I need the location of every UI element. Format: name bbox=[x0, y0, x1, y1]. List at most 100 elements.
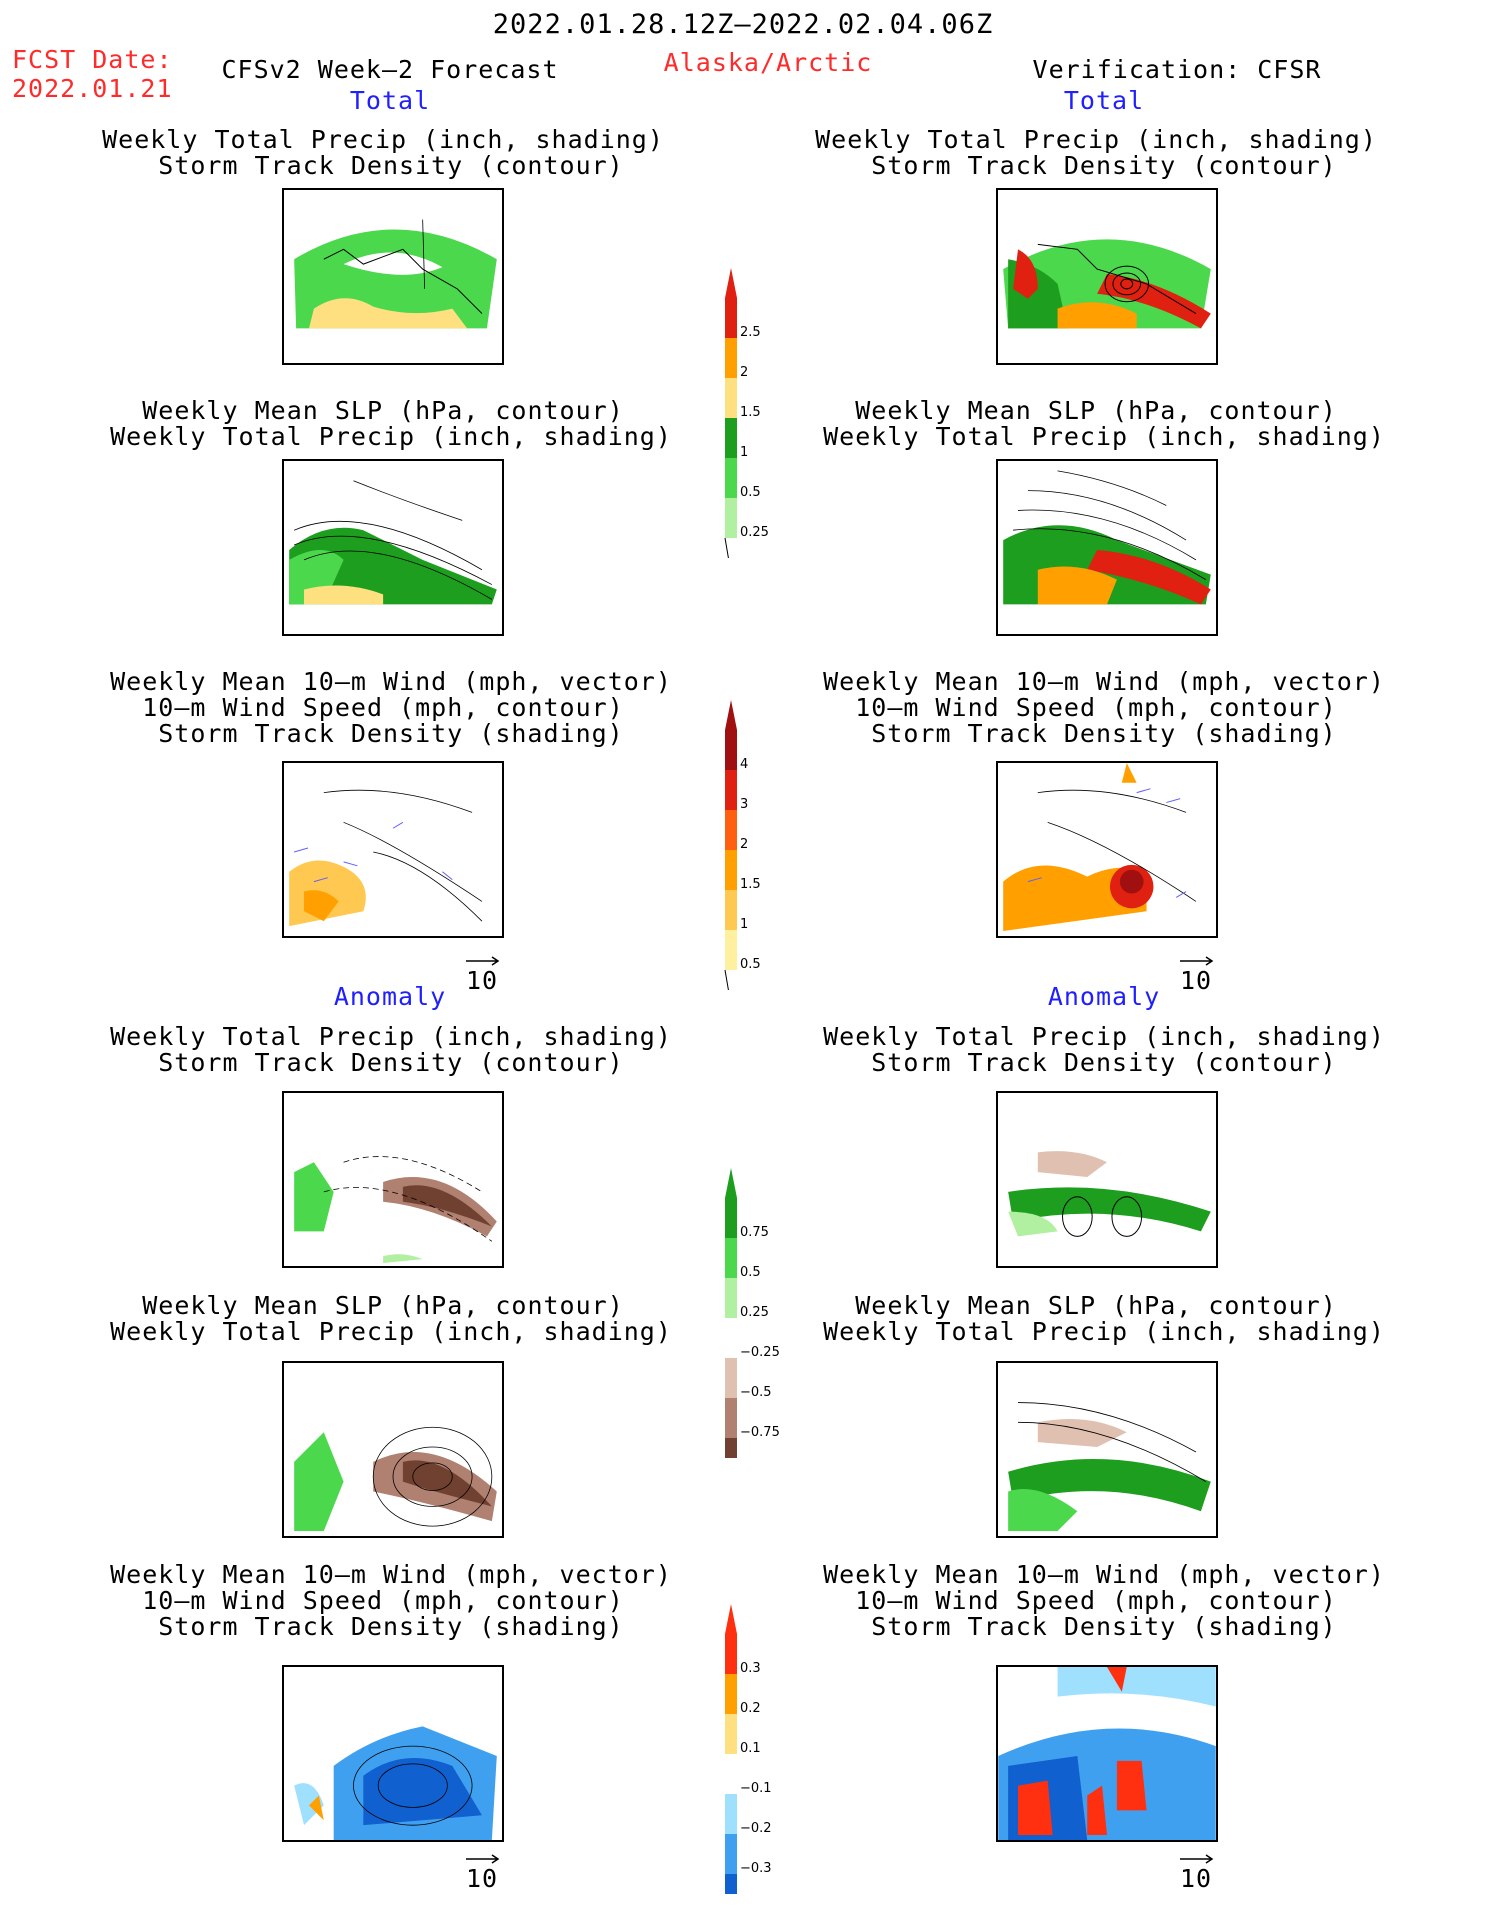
colorbar-label: 0.75 bbox=[740, 1225, 769, 1240]
map-anomaly-precip-track-verification bbox=[996, 1091, 1218, 1268]
verification-title: Verification: CFSR bbox=[1032, 55, 1322, 84]
map-anomaly-slp-precip-verification bbox=[996, 1361, 1218, 1538]
colorbar-segment bbox=[725, 1634, 737, 1674]
colorbar-label: 0.25 bbox=[740, 525, 769, 540]
panel-title: Storm Track Density (contour) bbox=[871, 1048, 1337, 1077]
map-anomaly-wind-track-verification bbox=[996, 1665, 1218, 1842]
colorbar-label: 0.2 bbox=[740, 1701, 761, 1716]
vector-reference-arrow bbox=[1178, 952, 1218, 971]
panel-title: Weekly Total Precip (inch, shading) bbox=[823, 422, 1385, 451]
colorbar-segment bbox=[725, 1318, 737, 1358]
panel-title: Weekly Mean SLP (hPa, contour) bbox=[855, 396, 1337, 425]
vector-reference-arrow bbox=[464, 1850, 504, 1869]
colorbar-label: 0.5 bbox=[740, 485, 761, 500]
region-title: Alaska/Arctic bbox=[663, 48, 873, 77]
colorbar-label: 0.5 bbox=[740, 1265, 761, 1280]
map-total-slp-precip-forecast bbox=[282, 459, 504, 636]
panel-title: Weekly Mean 10–m Wind (mph, vector) bbox=[823, 667, 1385, 696]
panel-title: Storm Track Density (contour) bbox=[871, 151, 1337, 180]
panel-title: Weekly Total Precip (inch, shading) bbox=[110, 422, 672, 451]
panel-title: Weekly Mean SLP (hPa, contour) bbox=[142, 1291, 624, 1320]
panel-title: Weekly Mean SLP (hPa, contour) bbox=[142, 396, 624, 425]
vector-reference-arrow bbox=[1178, 1850, 1218, 1869]
section-total-right: Total bbox=[1063, 86, 1145, 115]
fcst-date-label: FCST Date: bbox=[12, 45, 173, 74]
colorbar-segment bbox=[725, 338, 737, 378]
panel-title: Weekly Total Precip (inch, shading) bbox=[823, 1317, 1385, 1346]
colorbar-tail bbox=[724, 537, 729, 558]
map-total-wind-track-verification bbox=[996, 761, 1218, 938]
map-total-precip-track-forecast bbox=[282, 188, 504, 365]
panel-title: Weekly Total Precip (inch, shading) bbox=[823, 1022, 1385, 1051]
map-anomaly-wind-track-forecast bbox=[282, 1665, 504, 1842]
section-total-left: Total bbox=[349, 86, 431, 115]
colorbar-label: 0.3 bbox=[740, 1661, 761, 1676]
panel-title: 10–m Wind Speed (mph, contour) bbox=[855, 1586, 1337, 1615]
colorbar-segment bbox=[725, 1438, 737, 1458]
colorbar-segment bbox=[725, 498, 737, 538]
colorbar-label: −0.1 bbox=[740, 1781, 772, 1796]
map-total-precip-track-verification bbox=[996, 188, 1218, 365]
vector-reference-label: 10 bbox=[1180, 966, 1213, 995]
model-title: CFSv2 Week–2 Forecast bbox=[221, 55, 559, 84]
panel-title: Storm Track Density (shading) bbox=[158, 1612, 624, 1641]
colorbar-tip bbox=[725, 700, 737, 730]
panel-title: Weekly Total Precip (inch, shading) bbox=[815, 125, 1377, 154]
colorbar-label: 4 bbox=[740, 757, 748, 772]
map-anomaly-precip-track-forecast bbox=[282, 1091, 504, 1268]
fcst-date-value: 2022.01.21 bbox=[12, 74, 173, 103]
panel-title: Weekly Mean 10–m Wind (mph, vector) bbox=[823, 1560, 1385, 1589]
colorbar-tail bbox=[724, 969, 729, 990]
colorbar-segment bbox=[725, 730, 737, 770]
vector-reference-label: 10 bbox=[466, 966, 499, 995]
colorbar-label: −0.25 bbox=[740, 1345, 780, 1360]
colorbar-label: 2 bbox=[740, 365, 748, 380]
panel-title: Storm Track Density (shading) bbox=[871, 719, 1337, 748]
panel-title: Storm Track Density (contour) bbox=[158, 151, 624, 180]
colorbar-segment bbox=[725, 418, 737, 458]
period-title: 2022.01.28.12Z–2022.02.04.06Z bbox=[492, 9, 994, 40]
panel-title: Storm Track Density (contour) bbox=[158, 1048, 624, 1077]
panel-title: Weekly Mean 10–m Wind (mph, vector) bbox=[110, 667, 672, 696]
colorbar-tip bbox=[725, 1604, 737, 1634]
colorbar-label: 0.5 bbox=[740, 957, 761, 972]
colorbar-label: −0.5 bbox=[740, 1385, 772, 1400]
colorbar-segment bbox=[725, 770, 737, 810]
panel-title: 10–m Wind Speed (mph, contour) bbox=[855, 693, 1337, 722]
colorbar-segment bbox=[725, 378, 737, 418]
colorbar-label: 1 bbox=[740, 445, 748, 460]
colorbar-label: 0.25 bbox=[740, 1305, 769, 1320]
colorbar-segment bbox=[725, 1238, 737, 1278]
panel-title: Weekly Total Precip (inch, shading) bbox=[102, 125, 664, 154]
colorbar-segment bbox=[725, 1358, 737, 1398]
colorbar-label: 1.5 bbox=[740, 405, 761, 420]
colorbar-segment bbox=[725, 1834, 737, 1874]
panel-title: Storm Track Density (shading) bbox=[871, 1612, 1337, 1641]
panel-title: 10–m Wind Speed (mph, contour) bbox=[142, 1586, 624, 1615]
colorbar-anomaly-track: 0.3 0.2 0.1 −0.1 −0.2 −0.3 bbox=[725, 1604, 772, 1894]
colorbar-segment bbox=[725, 1754, 737, 1794]
colorbar-segment bbox=[725, 850, 737, 890]
colorbar-tip bbox=[725, 1168, 737, 1198]
vector-reference-label: 10 bbox=[1180, 1864, 1213, 1893]
colorbar-segment bbox=[725, 1198, 737, 1238]
colorbar-label: 1.5 bbox=[740, 877, 761, 892]
colorbar-total-precip: 2.5 2 1.5 1 0.5 0.25 bbox=[724, 268, 769, 558]
colorbar-segment bbox=[725, 1278, 737, 1318]
map-total-slp-precip-verification bbox=[996, 459, 1218, 636]
colorbar-segment bbox=[725, 1398, 737, 1438]
colorbar-total-track: 4 3 2 1.5 1 0.5 bbox=[724, 700, 761, 990]
colorbar-segment bbox=[725, 810, 737, 850]
colorbar-segment bbox=[725, 890, 737, 930]
section-anomaly-left: Anomaly bbox=[333, 982, 447, 1011]
panel-title: Weekly Total Precip (inch, shading) bbox=[110, 1022, 672, 1051]
panel-title: 10–m Wind Speed (mph, contour) bbox=[142, 693, 624, 722]
colorbar-segment bbox=[725, 298, 737, 338]
colorbar-label: 1 bbox=[740, 917, 748, 932]
colorbar-label: −0.75 bbox=[740, 1425, 780, 1440]
colorbar-segment bbox=[725, 1874, 737, 1894]
colorbar-label: 3 bbox=[740, 797, 748, 812]
map-total-wind-track-forecast bbox=[282, 761, 504, 938]
colorbar-label: −0.3 bbox=[740, 1861, 772, 1876]
colorbar-tip bbox=[725, 268, 737, 298]
